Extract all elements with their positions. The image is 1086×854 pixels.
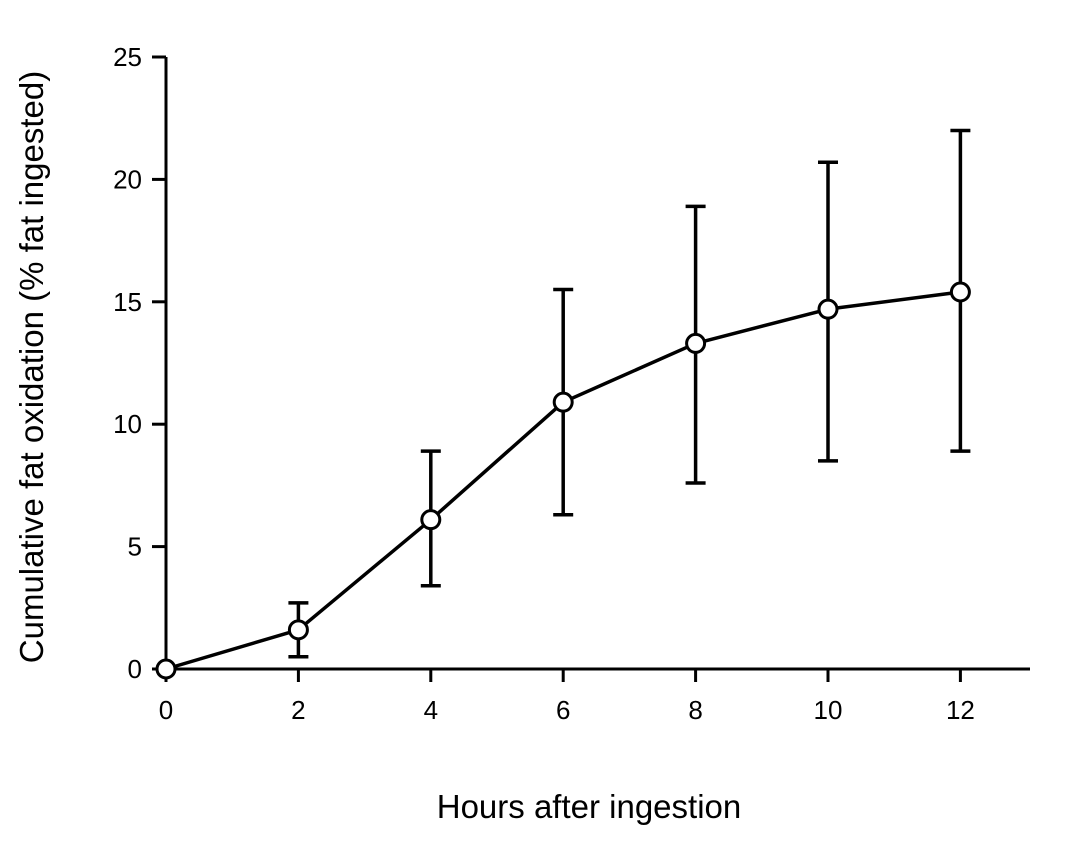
x-tick-label: 10: [814, 695, 843, 725]
axes: [164, 57, 1030, 671]
x-tick-label: 6: [556, 695, 570, 725]
data-point: [552, 391, 574, 413]
x-tick-label: 12: [946, 695, 975, 725]
data-point: [949, 281, 971, 303]
data-points: [155, 281, 971, 680]
x-ticks: 0 2 4 6 8 10 12: [159, 669, 975, 725]
data-point: [155, 658, 177, 680]
y-tick-label: 20: [113, 164, 142, 194]
y-tick-label: 10: [113, 409, 142, 439]
data-point: [287, 619, 309, 641]
y-tick-label: 15: [113, 287, 142, 317]
data-point: [685, 332, 707, 354]
x-tick-label: 4: [424, 695, 438, 725]
y-tick-label: 0: [128, 654, 142, 684]
data-point: [420, 509, 442, 531]
y-ticks: 0 5 10 15 20 25: [113, 42, 166, 684]
y-tick-label: 25: [113, 42, 142, 72]
x-tick-label: 2: [291, 695, 305, 725]
x-tick-label: 8: [688, 695, 702, 725]
data-point: [817, 298, 839, 320]
x-tick-label: 0: [159, 695, 173, 725]
error-bars: [288, 128, 971, 659]
y-tick-label: 5: [128, 532, 142, 562]
x-axis-title: Hours after ingestion: [437, 788, 742, 825]
y-axis-title: Cumulative fat oxidation (% fat ingested…: [13, 71, 50, 663]
